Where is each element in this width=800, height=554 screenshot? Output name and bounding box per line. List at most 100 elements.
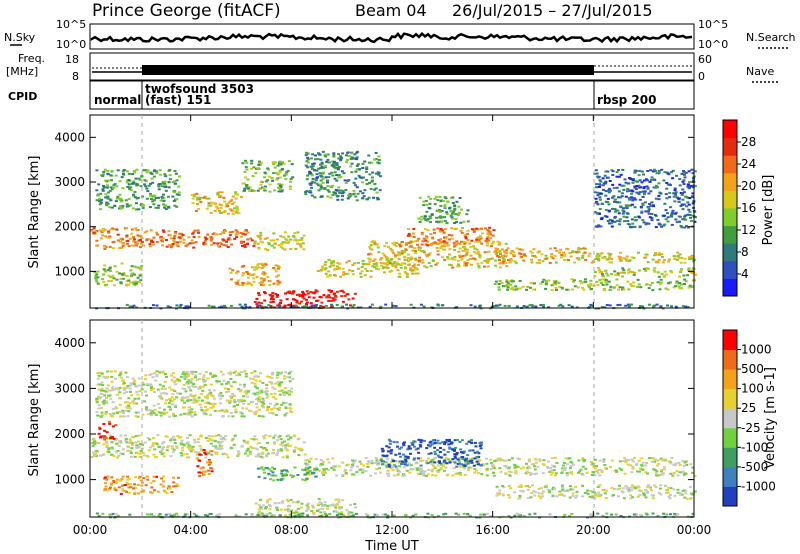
- power-cell: [431, 242, 435, 245]
- power-cell: [611, 183, 615, 186]
- velocity-cell: [437, 469, 441, 472]
- power-cell: [278, 176, 282, 179]
- velocity-cell: [478, 445, 482, 447]
- power-cell: [372, 196, 376, 199]
- power-cell: [441, 216, 445, 219]
- power-cell: [383, 254, 387, 257]
- velocity-cell: [362, 464, 366, 467]
- velocity-cell: [452, 467, 456, 470]
- velocity-cell: [475, 463, 479, 466]
- velocity-cell: [203, 470, 207, 473]
- velocity-cell: [219, 435, 223, 438]
- velocity-cell: [161, 385, 165, 388]
- velocity-cell: [593, 458, 597, 461]
- velocity-cell: [132, 487, 135, 490]
- power-cell: [220, 196, 224, 199]
- velocity-cell: [240, 445, 244, 448]
- power-cell: [659, 278, 663, 281]
- power-cell: [387, 260, 391, 263]
- velocity-cell: [108, 394, 112, 397]
- power-cell: [356, 192, 360, 195]
- velocity-cell: [123, 434, 127, 437]
- velocity-cell: [400, 463, 403, 465]
- velocity-cell: [271, 471, 275, 474]
- power-cell: [608, 180, 612, 182]
- power-cell: [651, 281, 654, 284]
- power-cell: [504, 249, 508, 252]
- velocity-cell: [480, 464, 483, 467]
- velocity-cell: [115, 478, 119, 481]
- velocity-cell: [283, 414, 287, 417]
- power-cell: [224, 244, 228, 247]
- power-cell: [604, 181, 608, 183]
- power-colorbar-tick-label: 8: [741, 245, 749, 259]
- power-cell: [383, 271, 386, 274]
- power-cell: [678, 271, 682, 273]
- power-cell: [181, 234, 185, 237]
- power-cell: [102, 245, 106, 248]
- velocity-cell: [425, 447, 429, 450]
- power-cell: [593, 275, 597, 278]
- velocity-cell: [104, 440, 108, 443]
- power-cell: [102, 186, 106, 189]
- velocity-cell: [273, 387, 277, 390]
- velocity-cell: [566, 463, 570, 466]
- velocity-cell: [102, 443, 106, 446]
- velocity-cell: [682, 473, 686, 476]
- velocity-cell: [264, 434, 268, 437]
- velocity-cell: [382, 460, 386, 463]
- velocity-cell: [155, 475, 158, 478]
- velocity-cell: [118, 410, 122, 413]
- power-cell: [657, 194, 661, 197]
- velocity-cell: [370, 459, 374, 462]
- power-cell: [202, 243, 206, 246]
- power-cell: [463, 242, 467, 245]
- power-cell: [241, 245, 244, 247]
- velocity-cell: [257, 455, 261, 458]
- velocity-cell: [654, 458, 657, 461]
- velocity-data-layer: [90, 370, 697, 519]
- velocity-cell: [179, 413, 183, 416]
- power-cell: [316, 270, 320, 272]
- power-cell: [297, 293, 301, 296]
- power-cell: [483, 259, 487, 262]
- power-cell: [445, 242, 449, 245]
- velocity-cell: [103, 438, 107, 441]
- velocity-cell: [392, 440, 396, 443]
- power-cell: [293, 298, 297, 301]
- velocity-cell: [276, 407, 280, 410]
- power-cell: [129, 189, 133, 192]
- power-cell: [228, 231, 232, 234]
- power-cell: [257, 168, 261, 170]
- power-cell: [100, 201, 104, 204]
- power-cell: [624, 195, 628, 198]
- velocity-cell: [111, 387, 115, 390]
- power-cell: [101, 227, 105, 230]
- power-cell: [216, 193, 220, 196]
- power-cell: [118, 246, 122, 249]
- velocity-cell: [104, 410, 108, 413]
- velocity-cell: [479, 443, 483, 446]
- velocity-cell: [331, 457, 335, 460]
- power-cell: [559, 303, 563, 306]
- power-cell: [253, 268, 257, 271]
- velocity-cell: [145, 408, 148, 411]
- power-cell: [618, 218, 622, 221]
- velocity-cell: [282, 393, 286, 396]
- power-cell: [691, 267, 695, 270]
- velocity-cell: [427, 457, 430, 460]
- velocity-cell: [598, 459, 602, 462]
- velocity-cell: [236, 403, 239, 406]
- power-cell: [514, 261, 518, 264]
- velocity-cell: [262, 447, 266, 449]
- power-cell: [544, 283, 548, 286]
- power-cell: [246, 231, 250, 234]
- velocity-cell: [232, 405, 236, 408]
- power-cell: [625, 216, 629, 219]
- velocity-cell: [265, 387, 269, 390]
- power-cell: [125, 236, 129, 239]
- power-cell: [603, 278, 607, 281]
- power-cell: [308, 189, 312, 192]
- power-cell: [483, 265, 486, 268]
- power-cell: [643, 192, 647, 194]
